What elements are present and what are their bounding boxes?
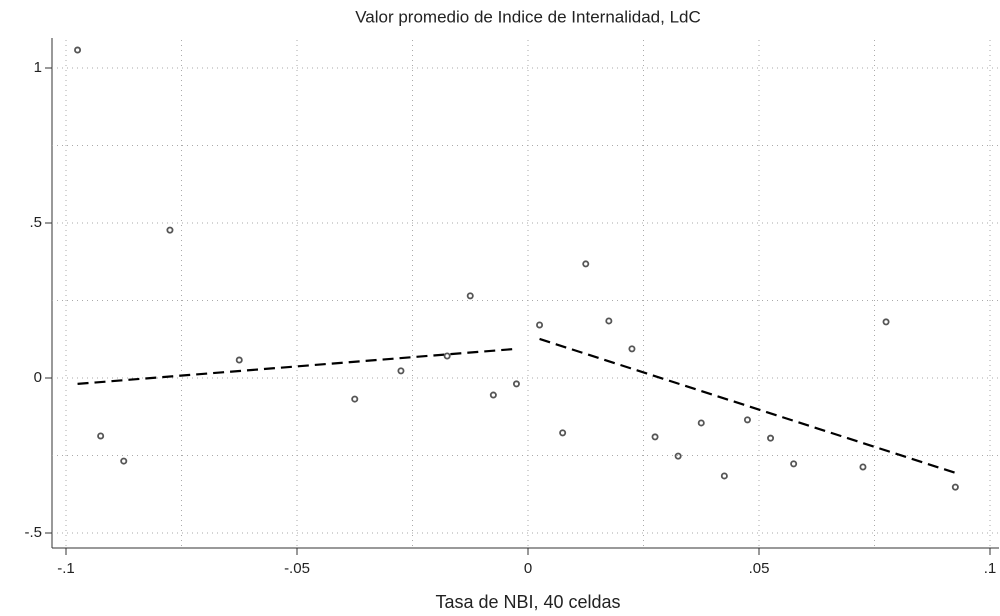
- x-tick-label: -.1: [57, 560, 75, 577]
- point: [605, 317, 613, 325]
- x-tick-label: .1: [984, 560, 997, 577]
- fit-line: [77, 347, 517, 385]
- x-tick-label: -.05: [284, 560, 310, 577]
- point: [512, 380, 520, 388]
- x-axis-label: Tasa de NBI, 40 celdas: [435, 592, 620, 612]
- point: [397, 367, 405, 375]
- point: [582, 260, 590, 268]
- point: [97, 432, 105, 440]
- point: [743, 416, 751, 424]
- point: [859, 463, 867, 471]
- point: [466, 292, 474, 300]
- point: [697, 419, 705, 427]
- point: [351, 395, 359, 403]
- point: [651, 433, 659, 441]
- y-tick-label: -.5: [24, 524, 42, 541]
- point: [74, 46, 82, 54]
- point: [674, 452, 682, 460]
- point: [628, 345, 636, 353]
- point: [536, 321, 544, 329]
- y-tick-label: 0: [34, 369, 42, 386]
- point: [120, 457, 128, 465]
- point: [166, 226, 174, 234]
- point: [790, 460, 798, 468]
- x-tick-label: .05: [749, 560, 770, 577]
- y-tick-label: .5: [29, 214, 42, 231]
- point: [443, 352, 451, 360]
- x-tick-label: 0: [524, 560, 532, 577]
- chart-title: Valor promedio de Indice de Internalidad…: [355, 7, 701, 26]
- point: [767, 434, 775, 442]
- point: [235, 356, 243, 364]
- fit-line: [539, 337, 956, 474]
- point: [951, 483, 959, 491]
- point: [559, 429, 567, 437]
- point: [720, 472, 728, 480]
- y-tick-label: 1: [34, 59, 42, 76]
- point: [882, 318, 890, 326]
- point: [489, 391, 497, 399]
